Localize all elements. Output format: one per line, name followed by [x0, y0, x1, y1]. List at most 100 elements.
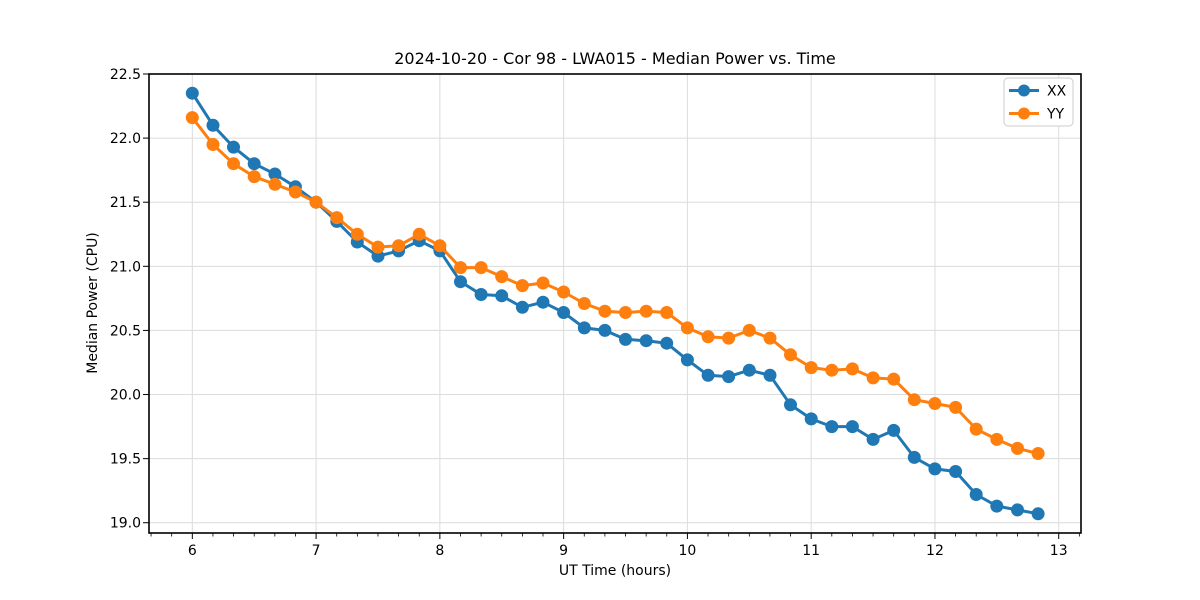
y-tick-label: 21.5 — [110, 195, 141, 211]
data-point-yy — [887, 372, 901, 386]
data-point-xx — [722, 370, 736, 384]
x-tick-label: 12 — [926, 543, 944, 559]
data-point-xx — [227, 140, 240, 154]
data-point-yy — [515, 279, 529, 293]
chart-title: 2024-10-20 - Cor 98 - LWA015 - Median Po… — [394, 49, 836, 68]
series-xx — [185, 86, 1045, 521]
data-point-yy — [371, 240, 385, 254]
data-point-xx — [804, 412, 818, 426]
grid-layer — [149, 73, 1081, 533]
data-point-xx — [474, 288, 488, 301]
data-point-yy — [330, 211, 344, 225]
x-tick-label: 10 — [678, 543, 696, 559]
y-tick-label: 19.0 — [110, 516, 141, 532]
data-point-xx — [454, 275, 467, 289]
data-point-yy — [825, 363, 839, 377]
x-tick-label: 7 — [312, 543, 321, 559]
data-point-yy — [495, 270, 509, 284]
data-point-xx — [268, 167, 282, 181]
data-point-yy — [907, 393, 921, 407]
legend-entry-yy: YY — [1009, 107, 1065, 123]
data-point-yy — [784, 348, 797, 362]
data-point-yy — [742, 323, 756, 337]
data-point-xx — [577, 321, 591, 335]
data-point-xx — [660, 336, 674, 350]
legend-label-xx: XX — [1047, 84, 1067, 100]
y-tick-label: 21.0 — [110, 259, 141, 275]
y-axis-label: Median Power (CPU) — [85, 232, 101, 374]
data-point-yy — [928, 397, 942, 410]
y-tick-label: 22.0 — [110, 131, 141, 147]
data-point-xx — [742, 363, 756, 377]
data-point-yy — [722, 331, 736, 345]
y-tick-label: 19.5 — [110, 452, 141, 468]
x-tick-label: 6 — [188, 543, 197, 559]
legend-entry-xx: XX — [1009, 84, 1067, 100]
data-point-xx — [969, 488, 983, 501]
data-point-xx — [907, 450, 921, 464]
x-axis-label: UT Time (hours) — [559, 563, 671, 579]
data-point-yy — [1011, 441, 1024, 455]
data-point-yy — [680, 321, 694, 335]
data-point-yy — [804, 361, 818, 375]
legend-label-yy: YY — [1046, 107, 1065, 123]
data-point-yy — [1031, 447, 1045, 460]
y-tick-label: 20.5 — [110, 323, 141, 339]
data-point-yy — [227, 157, 240, 171]
data-point-yy — [763, 331, 777, 345]
data-point-xx — [495, 289, 509, 303]
data-point-yy — [350, 227, 364, 241]
data-point-xx — [639, 334, 653, 348]
series-yy — [185, 111, 1045, 460]
y-tick-label: 22.5 — [110, 67, 141, 83]
data-point-yy — [454, 261, 467, 275]
data-point-xx — [949, 465, 963, 478]
data-point-xx — [598, 323, 612, 337]
data-point-xx — [206, 118, 220, 132]
data-point-xx — [763, 368, 777, 382]
data-point-yy — [557, 285, 571, 299]
data-point-xx — [887, 423, 901, 437]
data-point-xx — [247, 157, 261, 171]
data-point-xx — [701, 368, 715, 382]
data-point-xx — [619, 332, 632, 346]
data-point-xx — [866, 432, 880, 446]
legend-marker-xx — [1018, 84, 1030, 97]
data-point-yy — [412, 227, 426, 241]
x-tick-label: 13 — [1050, 543, 1068, 559]
data-point-yy — [990, 432, 1004, 446]
legend: XX YY — [1003, 77, 1074, 127]
legend-marker-yy — [1018, 107, 1030, 120]
data-point-yy — [536, 276, 550, 290]
data-point-yy — [392, 239, 406, 253]
data-point-yy — [309, 195, 323, 209]
data-point-xx — [928, 462, 942, 476]
data-point-yy — [619, 306, 632, 319]
data-point-yy — [577, 297, 591, 310]
data-point-xx — [536, 295, 550, 309]
data-point-xx — [1011, 503, 1024, 517]
data-point-xx — [371, 249, 385, 263]
data-point-xx — [1031, 507, 1045, 521]
data-point-yy — [598, 304, 612, 318]
data-point-xx — [845, 420, 859, 434]
data-point-yy — [866, 371, 880, 385]
data-point-yy — [701, 330, 715, 344]
plot-border — [148, 73, 1082, 534]
x-tick-label: 9 — [559, 543, 568, 559]
data-point-xx — [990, 499, 1004, 513]
data-point-yy — [660, 306, 674, 319]
data-point-xx — [825, 420, 839, 434]
data-point-xx — [680, 353, 694, 367]
data-point-xx — [515, 300, 529, 314]
data-point-yy — [474, 261, 488, 275]
data-point-yy — [206, 138, 220, 151]
data-point-yy — [185, 111, 199, 125]
data-point-xx — [784, 398, 797, 412]
data-point-yy — [969, 422, 983, 436]
data-point-xx — [557, 306, 571, 319]
data-point-yy — [268, 177, 282, 191]
data-point-yy — [949, 400, 963, 414]
